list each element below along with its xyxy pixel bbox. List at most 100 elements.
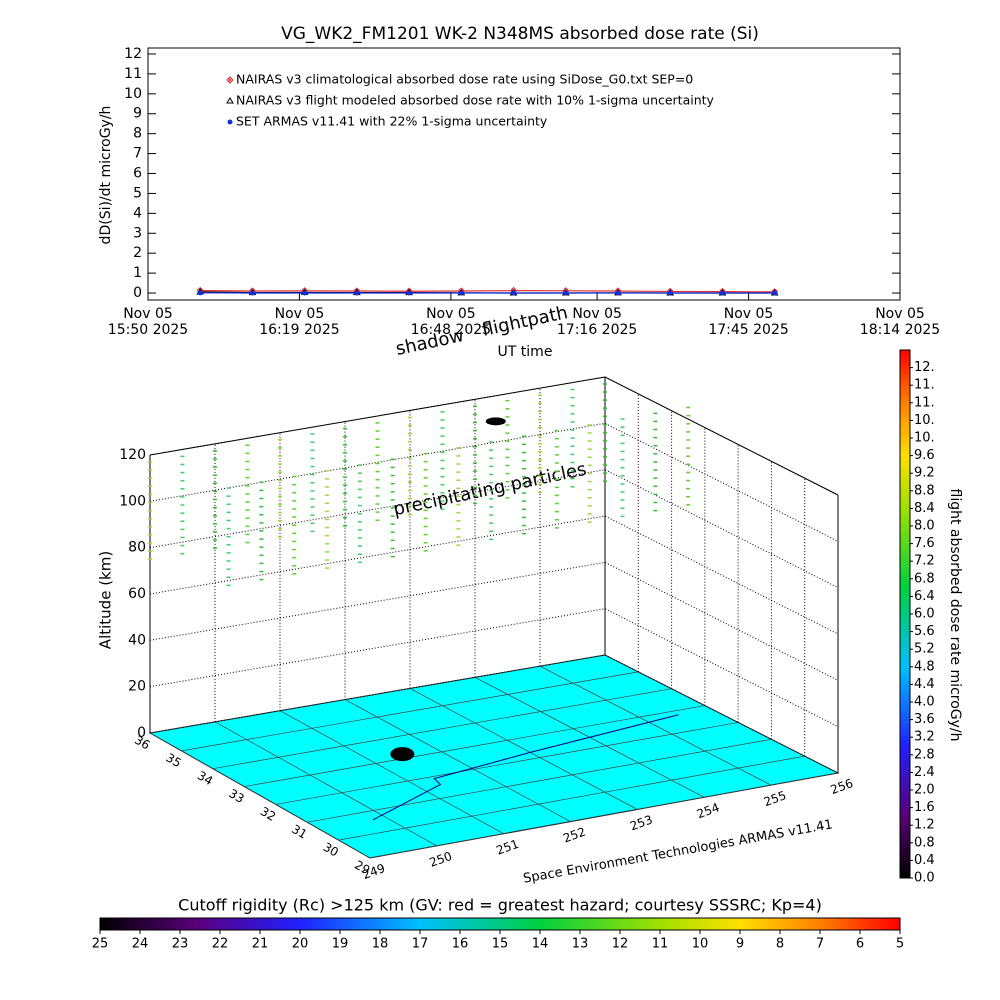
colorbar-tick-label: 6.8: [914, 571, 935, 586]
colorbar-tick-label: 0.4: [914, 853, 935, 868]
rigidity-tick-label: 11: [652, 937, 669, 952]
lat-tick-label: 32: [258, 804, 278, 824]
rigidity-tick-label: 22: [212, 937, 229, 952]
y-tick-label: 7: [133, 146, 142, 162]
x-tick-label: Nov 05 18:14 2025: [859, 306, 941, 338]
colorbar-tick-label: 11.: [914, 395, 935, 410]
y-tick-label: 0: [133, 285, 142, 301]
rigidity-tick-label: 9: [736, 937, 744, 952]
ground-grid: [369, 772, 839, 859]
series-line: [200, 290, 775, 293]
ground-grid: [338, 755, 805, 841]
y-tick-label: 8: [133, 126, 142, 142]
data-point: [458, 290, 464, 296]
colorbar-tick-label: 8.0: [914, 519, 935, 534]
lat-tick-label: 29: [352, 858, 372, 878]
colorbar-title: Cutoff rigidity (Rc) >125 km (GV: red = …: [178, 896, 822, 915]
data-point: [302, 290, 308, 296]
rigidity-tick-label: 20: [292, 937, 309, 952]
wall-grid: [149, 561, 839, 681]
legend-label: SET ARMAS v11.41 with 22% 1-sigma uncert…: [236, 114, 548, 129]
rigidity-tick-label: 10: [692, 937, 709, 952]
colorbar-tick-label: 4.8: [914, 659, 935, 674]
z-tick-label: 60: [128, 586, 146, 602]
chart-title: VG_WK2_FM1201 WK-2 N348MS absorbed dose …: [281, 24, 759, 44]
rigidity-colorbar: [99, 917, 901, 931]
colorbar-tick-label: 9.2: [914, 466, 935, 481]
flightpath-marker: [485, 417, 506, 426]
y-tick-label: 4: [133, 205, 142, 221]
z-tick-label: 100: [119, 493, 146, 509]
colorbar-tick-label: 10.: [914, 413, 935, 428]
y-axis-label: dD(Si)/dt microGy/h: [98, 106, 114, 245]
lat-tick-label: 31: [289, 822, 309, 842]
ground-grid: [214, 721, 438, 847]
wall-grid: [149, 654, 839, 774]
y-tick-label: 6: [133, 166, 142, 182]
colorbar-tick-label: 11.: [914, 378, 935, 393]
rigidity-tick-label: 24: [132, 937, 149, 952]
y-tick-label: 10: [124, 86, 142, 102]
z-tick-label: 0: [137, 725, 146, 741]
colorbar-tick-label: 4.4: [914, 677, 935, 692]
ground-grid: [539, 665, 772, 786]
ground-grid: [409, 688, 638, 810]
lat-tick-label: 34: [195, 768, 215, 788]
colorbar-tick-label: 1.2: [914, 818, 935, 833]
lon-tick-label: 253: [628, 812, 654, 833]
ground-grid: [244, 705, 705, 787]
colorbar-tick-label: 10.: [914, 431, 935, 446]
colorbar-tick-label: 2.0: [914, 783, 935, 798]
colorbar-tick-label: 2.8: [914, 747, 935, 762]
data-point: [772, 290, 778, 296]
data-point: [667, 290, 673, 296]
colorbar-tick-label: 7.6: [914, 536, 935, 551]
x-tick-label: Nov 05 17:16 2025: [556, 306, 638, 338]
axis-caption: Space Environment Technologies ARMAS v11…: [522, 817, 834, 886]
ground-grid: [149, 732, 371, 859]
ground-grid: [279, 710, 504, 835]
z-tick-label: 20: [128, 679, 146, 695]
flightpath: [372, 714, 679, 821]
wall-grid: [149, 469, 839, 589]
y-tick-label: 9: [133, 106, 142, 122]
colorbar-tick-label: 5.2: [914, 642, 935, 657]
colorbar-tick-label: 0.8: [914, 835, 935, 850]
legend-marker: [226, 97, 234, 104]
colorbar: [899, 349, 911, 879]
rigidity-tick-label: 6: [856, 937, 864, 952]
z-tick-label: 40: [128, 632, 146, 648]
x-tick-label: Nov 05 17:45 2025: [708, 306, 789, 338]
colorbar-tick-label: 6.4: [914, 589, 935, 604]
rigidity-tick-label: 7: [816, 937, 824, 952]
ground-grid: [307, 738, 772, 823]
lon-tick-label: 254: [695, 800, 721, 821]
ground-grid: [344, 699, 571, 822]
y-tick-label: 2: [133, 245, 142, 261]
lon-tick-label: 251: [494, 837, 520, 858]
colorbar-tick-label: 3.2: [914, 730, 935, 745]
ground-grid: [212, 688, 672, 770]
rigidity-tick-label: 19: [332, 937, 349, 952]
colorbar-tick-label: 9.6: [914, 448, 935, 463]
rigidity-tick-label: 15: [492, 937, 509, 952]
rigidity-tick-label: 21: [252, 937, 269, 952]
rigidity-tick-label: 16: [452, 937, 469, 952]
rigidity-tick-label: 5: [896, 937, 904, 952]
y-tick-label: 1: [133, 265, 142, 281]
y-tick-label: 12: [124, 46, 142, 62]
z-axis-label: Altitude (km): [97, 551, 115, 649]
y-tick-label: 3: [133, 225, 142, 241]
colorbar-tick-label: 4.0: [914, 695, 935, 710]
data-point: [249, 290, 255, 296]
legend-marker: [227, 119, 233, 125]
colorbar-tick-label: 12.: [914, 360, 935, 375]
lon-tick-label: 250: [428, 849, 454, 870]
legend-marker: [226, 76, 234, 84]
data-point: [719, 290, 725, 296]
y-tick-label: 5: [133, 185, 142, 201]
colorbar-tick-label: 1.6: [914, 800, 935, 815]
y-tick-label: 11: [124, 66, 142, 82]
z-tick-label: 120: [119, 447, 146, 463]
